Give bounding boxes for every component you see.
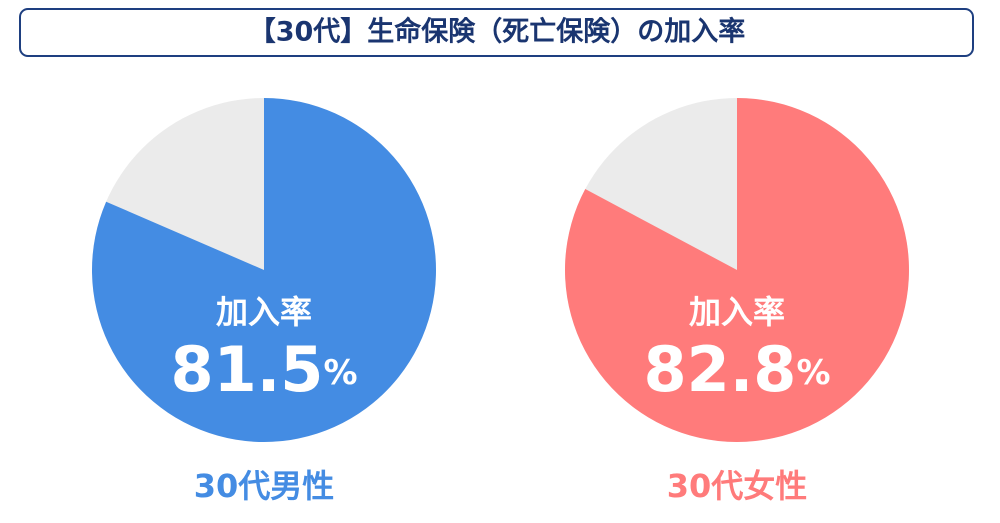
value-number: 81.5: [170, 333, 323, 406]
center-label: 加入率: [216, 293, 312, 331]
pie-title: 30代男性: [194, 467, 335, 505]
title-box: [19, 8, 974, 57]
value-label: 82.8%: [643, 333, 830, 406]
value-unit: %: [796, 353, 830, 393]
pie-title: 30代女性: [667, 467, 808, 505]
center-label: 加入率: [689, 293, 785, 331]
pie-slice: [92, 98, 436, 442]
value-label: 81.5%: [170, 333, 357, 406]
value-unit: %: [323, 353, 357, 393]
page-title: 【30代】生命保険（死亡保険）の加入率: [249, 16, 746, 48]
pie-slice: [565, 98, 910, 442]
value-number: 82.8: [643, 333, 796, 406]
